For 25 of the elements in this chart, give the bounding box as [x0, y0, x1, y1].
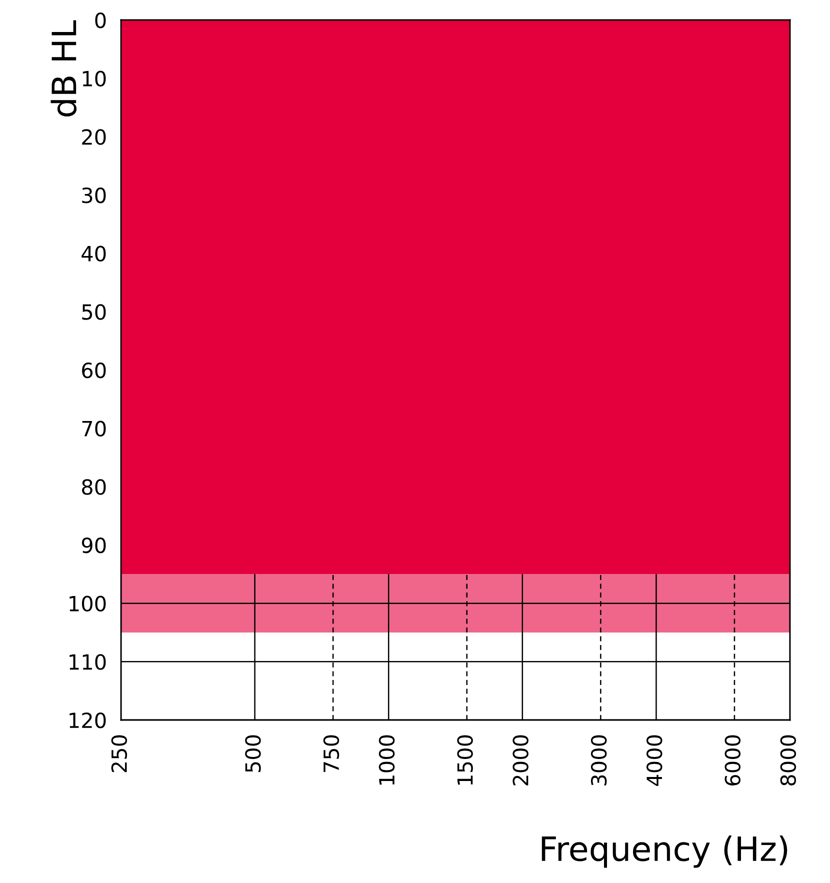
x-tick-label: 6000 — [724, 735, 741, 786]
y-tick-label: 120 — [70, 712, 106, 728]
y-tick-label: 20 — [82, 129, 106, 145]
y-tick-label: 100 — [70, 596, 106, 612]
y-axis-title: dB HL — [50, 20, 77, 116]
x-tick-label: 3000 — [590, 735, 607, 786]
y-tick-label: 80 — [82, 479, 106, 495]
x-tick-label: 250 — [111, 735, 128, 772]
x-tick-label: 500 — [245, 735, 261, 772]
y-tick-label: 40 — [82, 246, 106, 262]
y-tick-label: 90 — [82, 537, 106, 554]
y-tick-label: 30 — [82, 187, 106, 204]
x-axis-title: Frequency (Hz) — [542, 836, 788, 868]
x-tick-label: 4000 — [646, 735, 662, 786]
y-tick-label: 0 — [95, 12, 106, 28]
x-tick-label: 1500 — [457, 735, 473, 785]
y-tick-label: 10 — [82, 70, 106, 87]
y-tick-label: 60 — [82, 362, 106, 378]
x-tick-label: 750 — [323, 735, 340, 772]
x-tick-label: 1000 — [378, 735, 395, 785]
x-tick-label: 2000 — [512, 735, 528, 786]
y-tick-label: 110 — [70, 654, 106, 670]
y-tick-label: 50 — [82, 304, 106, 320]
x-tick-label: 8000 — [780, 735, 796, 786]
y-tick-label: 70 — [82, 420, 106, 437]
